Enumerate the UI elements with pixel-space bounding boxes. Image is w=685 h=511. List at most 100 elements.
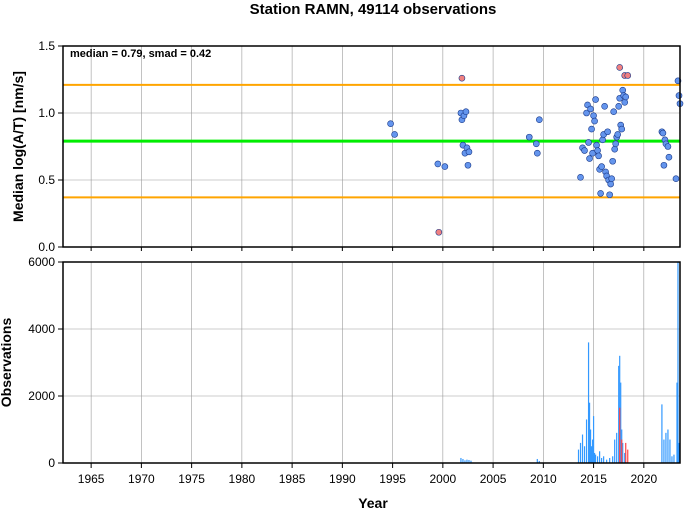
data-point	[534, 149, 541, 157]
observation-bar	[468, 459, 470, 463]
bottom-y-tick-label: 0	[48, 456, 55, 470]
x-tick-label: 2005	[480, 472, 507, 486]
observation-bar	[677, 262, 679, 463]
bottom-y-tick-label: 4000	[28, 322, 55, 336]
x-tick-label: 2010	[530, 472, 557, 486]
data-point	[599, 136, 606, 144]
x-tick-label: 1985	[279, 472, 306, 486]
x-tick-label: 1970	[128, 472, 155, 486]
observation-bar	[579, 442, 582, 463]
observation-bar	[591, 439, 594, 463]
data-point	[536, 116, 543, 123]
data-point	[665, 153, 673, 161]
data-point	[607, 180, 614, 188]
scatter-points	[387, 64, 684, 236]
observation-bar	[612, 456, 614, 463]
outlier-point	[458, 74, 466, 82]
outlier-point	[435, 228, 443, 236]
data-point	[612, 140, 619, 148]
observation-bar	[669, 439, 671, 463]
data-point	[609, 157, 616, 165]
data-point	[675, 92, 683, 99]
x-axis-label: Year	[358, 495, 388, 511]
observation-bar	[678, 442, 680, 463]
observation-bar	[538, 460, 540, 463]
data-point	[585, 139, 592, 146]
data-point	[614, 131, 621, 138]
observation-bar	[661, 404, 663, 463]
x-tick-label: 1965	[78, 472, 105, 486]
observation-bar	[589, 429, 592, 463]
data-point	[615, 103, 623, 110]
observation-bar	[581, 434, 584, 463]
data-point	[595, 152, 602, 160]
data-point	[462, 108, 470, 115]
data-point	[590, 112, 597, 119]
observation-bar	[601, 457, 603, 463]
data-point	[591, 117, 598, 125]
top-y-tick-label: 0.5	[38, 173, 55, 187]
data-point	[597, 190, 604, 197]
observation-bar-outlier	[627, 449, 629, 463]
observation-bar-outlier	[619, 407, 621, 463]
chart-title: Station RAMN, 49114 observations	[250, 1, 497, 18]
data-point	[387, 120, 394, 128]
x-tick-label: 2020	[630, 472, 657, 486]
observation-bar	[536, 458, 538, 463]
bottom-y-axis-label: Observations	[0, 318, 14, 408]
data-point	[619, 86, 627, 94]
observation-bar-outlier	[621, 439, 623, 463]
observation-bar	[585, 419, 588, 463]
observation-bar	[609, 457, 611, 463]
data-point	[581, 147, 588, 154]
observation-bar	[667, 429, 669, 463]
data-point	[622, 93, 630, 101]
observation-bar	[606, 459, 608, 463]
observation-bar	[665, 432, 667, 463]
observation-bar	[592, 416, 595, 463]
observation-bar	[594, 454, 597, 463]
data-point	[606, 191, 613, 199]
data-point	[618, 125, 626, 133]
top-y-tick-label: 0.0	[38, 240, 55, 254]
observation-bar	[588, 402, 591, 463]
observation-bar	[603, 456, 605, 463]
observation-bar	[599, 451, 601, 463]
x-tick-label: 1995	[379, 472, 406, 486]
data-point	[434, 160, 442, 168]
bottom-panel-frame	[62, 261, 681, 464]
data-point	[593, 141, 600, 149]
data-point	[608, 175, 615, 182]
data-point	[441, 163, 449, 170]
x-tick-label: 1990	[329, 472, 356, 486]
observation-bar	[620, 382, 622, 463]
observation-bar	[622, 442, 624, 463]
observation-bar	[583, 446, 586, 463]
data-point	[592, 96, 599, 103]
data-point	[577, 174, 584, 181]
observation-bar	[663, 439, 665, 463]
data-point	[659, 129, 667, 137]
bottom-y-tick-labels: 0 2000 4000 6000	[28, 255, 63, 470]
x-tick-label: 2015	[580, 472, 607, 486]
observation-bar	[577, 449, 580, 463]
x-tick-label: 1975	[178, 472, 205, 486]
observation-bar	[624, 452, 626, 463]
observation-bar	[587, 342, 590, 463]
observation-bar	[460, 457, 462, 463]
observation-bar	[462, 458, 464, 463]
stats-annotation: median = 0.79, smad = 0.42	[70, 48, 211, 60]
top-y-tick-label: 1.0	[38, 106, 55, 120]
data-point	[604, 128, 611, 136]
data-point	[583, 109, 590, 117]
top-panel-frame	[62, 45, 681, 248]
outlier-point	[616, 64, 624, 71]
x-tick-label: 2000	[429, 472, 456, 486]
data-point	[525, 133, 533, 141]
observation-bars	[460, 262, 680, 463]
outlier-point	[624, 72, 632, 79]
observation-bar	[466, 459, 468, 463]
median-amplitude-panel: 0.00.51.01.5 median = 0.79, smad = 0.42 …	[10, 39, 684, 254]
data-point	[589, 149, 596, 157]
